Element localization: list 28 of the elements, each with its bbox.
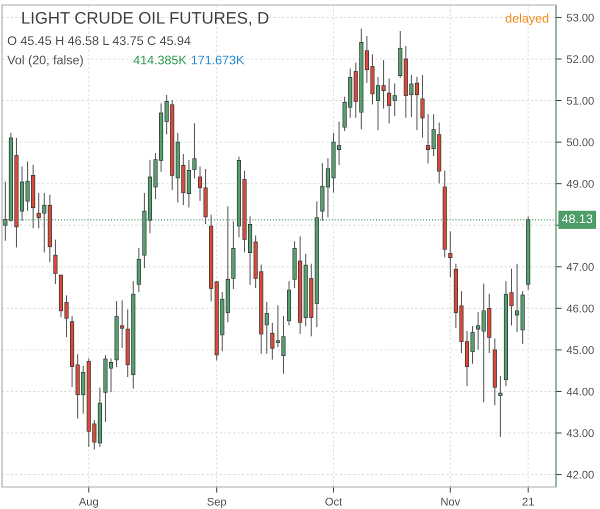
annotation: delayed bbox=[506, 14, 548, 26]
y-tick-label: 42.00 bbox=[566, 470, 594, 479]
x-tick-label: Oct bbox=[325, 498, 342, 506]
y-tick-label: 43.00 bbox=[566, 429, 594, 438]
annotation: Vol (20, false) bbox=[7, 55, 83, 67]
y-tick-label: 47.00 bbox=[566, 263, 594, 271]
y-tick-label: 44.00 bbox=[566, 388, 594, 396]
ref-line-label: 48.13 bbox=[562, 214, 592, 224]
annotation: O 45.45 H 46.58 L 43.75 C 45.94 bbox=[8, 36, 191, 46]
candlestick bbox=[498, 376, 502, 437]
x-tick-label: Aug bbox=[78, 498, 98, 508]
y-tick-label: 52.00 bbox=[566, 55, 594, 64]
chart-title: LIGHT CRUDE OIL FUTURES, D bbox=[22, 12, 268, 26]
x-tick-label: 21 bbox=[522, 498, 534, 506]
y-tick-label: 53.00 bbox=[566, 14, 594, 22]
candlestick bbox=[448, 231, 452, 278]
y-tick-label: 45.00 bbox=[566, 346, 594, 354]
candlestick bbox=[420, 75, 425, 138]
annotation: 414.385K bbox=[133, 56, 187, 64]
x-tick-label: Nov bbox=[441, 498, 460, 506]
y-tick-label: 49.00 bbox=[566, 180, 594, 188]
y-tick-label: 51.00 bbox=[566, 96, 594, 105]
candlestick bbox=[192, 123, 197, 178]
annotation: 171.673K bbox=[192, 56, 244, 64]
y-tick-label: 50.00 bbox=[566, 138, 594, 146]
y-tick-label: 46.00 bbox=[566, 304, 594, 312]
x-tick-label: Sep bbox=[207, 498, 226, 508]
candlestick bbox=[53, 240, 58, 284]
